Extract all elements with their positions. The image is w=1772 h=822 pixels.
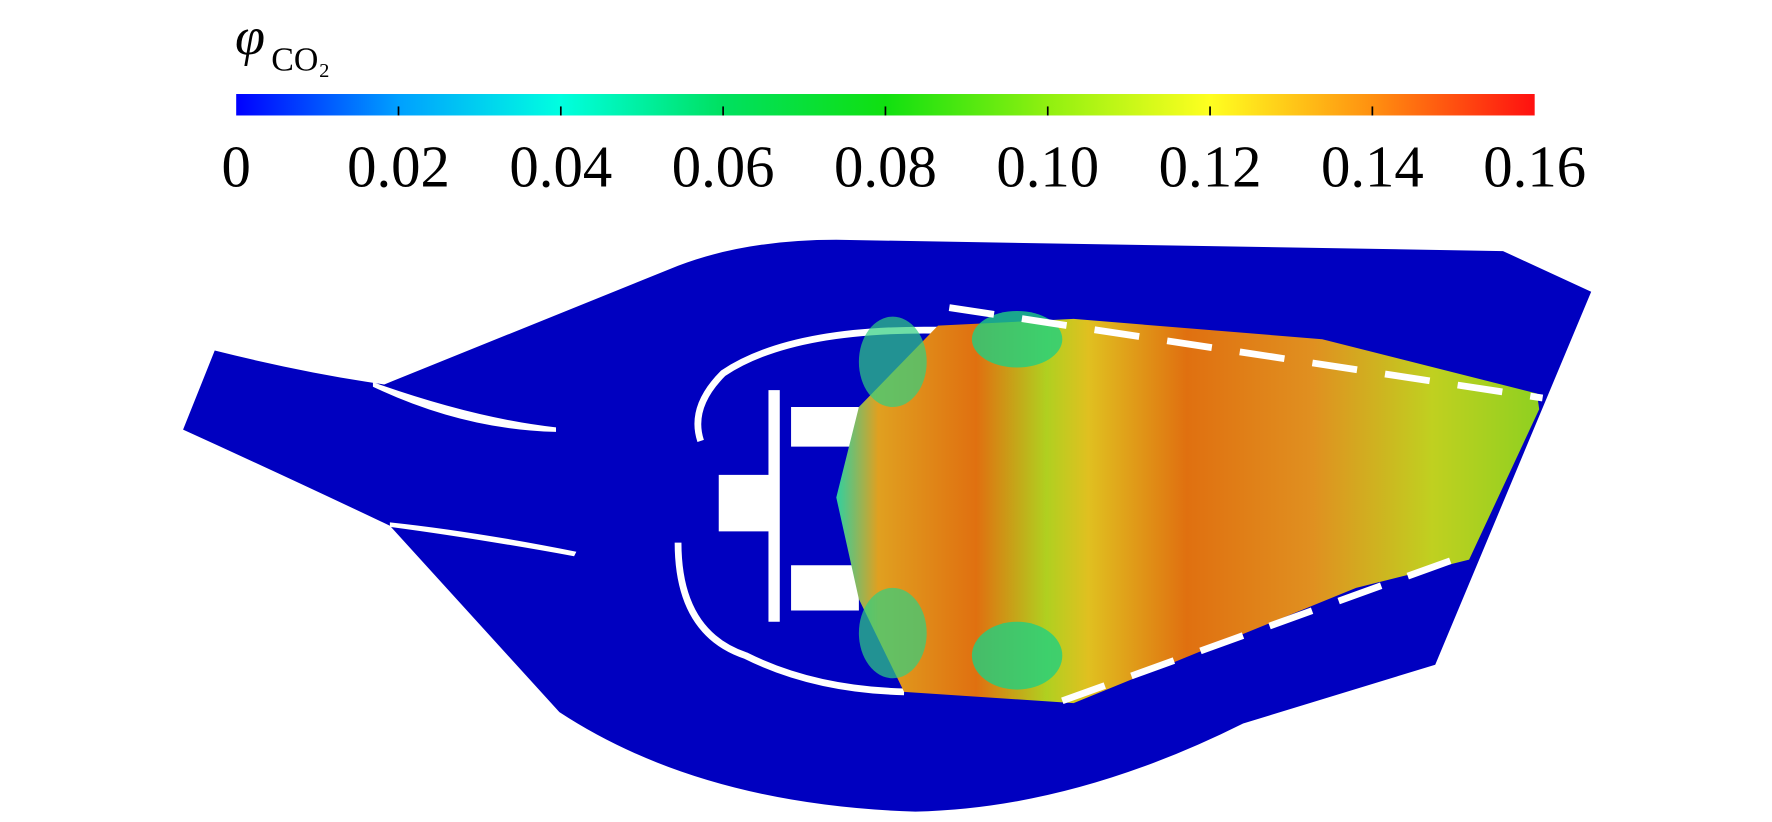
tick-label: 0.14 <box>1321 135 1424 200</box>
tick-label: 0.02 <box>347 135 450 200</box>
tick-label: 0 <box>222 135 251 200</box>
wall-holes <box>948 304 1544 705</box>
slot <box>372 382 557 432</box>
tick-label: 0.04 <box>509 135 612 200</box>
swirler <box>718 390 859 622</box>
dilution-jet <box>971 310 1063 368</box>
flame <box>836 318 1540 704</box>
tick-label: 0.12 <box>1159 135 1262 200</box>
dilution-jet <box>971 621 1063 690</box>
ticks: 0 0.02 0.04 0.06 0.08 0.10 0.12 0.14 0.16 <box>222 106 1586 200</box>
corner <box>858 316 927 408</box>
corner <box>858 587 927 679</box>
tick-label: 0.10 <box>996 135 1099 200</box>
tick-label: 0.08 <box>834 135 937 200</box>
subscript: CO₂ <box>271 41 330 78</box>
slot <box>389 522 577 557</box>
symbol: φ <box>235 6 265 66</box>
tick-label: 0.06 <box>672 135 775 200</box>
contour-field <box>183 239 1592 812</box>
tick-label: 0.16 <box>1483 135 1586 200</box>
